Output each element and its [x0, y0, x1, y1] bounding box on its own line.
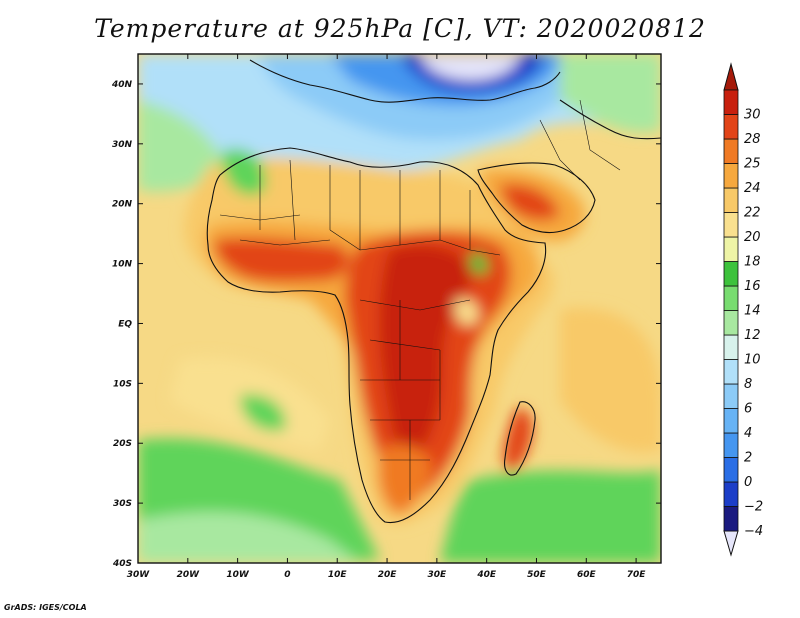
colorbar-label: 30: [744, 108, 761, 123]
temperature-field: [138, 54, 661, 563]
colorbar-swatch: [723, 114, 739, 140]
map-title: Temperature at 925hPa [C], VT: 202002081…: [94, 14, 706, 43]
colorbar-label: 24: [744, 181, 761, 196]
colorbar-swatch: [723, 236, 739, 262]
europe-coastline: [249, 59, 561, 103]
lat-tick-label: 40N: [111, 80, 133, 90]
grads-credit: GrADS: IGES/COLA: [4, 603, 87, 612]
arabia-red: [500, 184, 560, 221]
lat-tick-label: 10N: [112, 260, 133, 270]
colorbar-label: 14: [744, 304, 761, 319]
madagascar-coastline: [504, 401, 536, 476]
south-africa-orange: [378, 444, 431, 515]
africa-coastline: [206, 147, 547, 524]
longitude-axis: 30W 20W 10W 0 10E 20E 30E 40E 50E 60E 70E: [127, 54, 647, 580]
colorbar-label: 20: [744, 230, 761, 245]
colorbar-label: −2: [744, 500, 763, 515]
lon-tick-label: 30E: [428, 570, 448, 580]
colorbar-swatch: [723, 138, 739, 164]
lon-tick-label: 10E: [328, 570, 348, 580]
colorbar-label: −4: [744, 524, 763, 539]
southern-ocean-lightgreen: [138, 511, 360, 563]
colorbar-swatch: [723, 432, 739, 458]
west-africa-red: [214, 237, 349, 283]
lon-tick-label: 70E: [627, 570, 647, 580]
indian-ocean-orange: [560, 308, 661, 452]
lat-tick-label: 30S: [113, 499, 132, 509]
lon-tick-label: 20E: [378, 570, 398, 580]
iran-coastline: [559, 99, 661, 140]
colorbar-swatch: [723, 285, 739, 311]
colorbar-swatch: [723, 212, 739, 238]
atlantic-green-patch: [240, 394, 286, 431]
iran-green: [560, 54, 661, 133]
colorbar-swatch: [723, 163, 739, 189]
colorbar-label: 25: [744, 157, 761, 172]
lon-tick-label: 50E: [527, 570, 547, 580]
southern-indian-green: [440, 470, 661, 563]
lon-tick-label: 10W: [226, 570, 250, 580]
lat-tick-label: 40S: [112, 559, 132, 569]
map-frame: [137, 53, 662, 564]
anatolia-coldest: [420, 56, 520, 81]
lon-tick-label: 60E: [577, 570, 597, 580]
colorbar-label: 22: [744, 206, 761, 221]
colorbar-swatch: [723, 187, 739, 213]
sahara-green: [222, 149, 266, 196]
colorbar-swatch: [723, 89, 739, 115]
latitude-axis: 40N 30N 20N 10N EQ 10S 20S 30S 40S: [111, 80, 661, 569]
colorbar-label: 16: [744, 279, 761, 294]
east-africa-yellow: [455, 298, 479, 326]
lat-tick-label: 20N: [112, 200, 133, 210]
lat-tick-label: 10S: [113, 379, 132, 389]
colorbar-swatch: [723, 310, 739, 336]
ethiopia-green: [470, 253, 489, 275]
colorbar-over-triangle: [723, 62, 739, 91]
lon-tick-label: 30W: [127, 570, 151, 580]
colorbar-label: 4: [744, 426, 752, 441]
colorbar-swatch: [723, 481, 739, 507]
colorbar-under-triangle: [723, 530, 739, 557]
colorbar-label: 0: [744, 475, 752, 490]
lat-tick-label: 20S: [113, 439, 132, 449]
lat-tick-label: 30N: [112, 140, 133, 150]
colorbar-label: 10: [744, 353, 761, 368]
lon-tick-label: 20W: [177, 570, 201, 580]
colorbar-label: 8: [744, 377, 752, 392]
colorbar-label: 28: [744, 132, 761, 147]
colorbar-label: 12: [744, 328, 761, 343]
colorbar-swatch: [723, 334, 739, 360]
colorbar-swatch: [723, 261, 739, 287]
colorbar-label: 18: [744, 255, 761, 270]
africa-hot-core: [379, 245, 471, 470]
colorbar-swatch: [723, 506, 739, 532]
colorbar-label: 2: [744, 451, 752, 466]
colorbar-label: 6: [744, 402, 752, 417]
colorbar-swatch: [723, 457, 739, 483]
colorbar-swatch: [723, 408, 739, 434]
lon-tick-label: 40E: [476, 570, 497, 580]
country-borders: [219, 99, 621, 500]
lat-tick-label: EQ: [118, 319, 132, 329]
coastlines: [206, 59, 661, 524]
lon-tick-label: 0: [284, 570, 290, 580]
colorbar-swatch: [723, 359, 739, 385]
madagascar-red: [503, 408, 533, 472]
atlantic-north-green: [138, 100, 230, 192]
map-plot-area: [138, 54, 661, 563]
colorbar-swatch: [723, 383, 739, 409]
arabia-coastline: [477, 162, 596, 234]
